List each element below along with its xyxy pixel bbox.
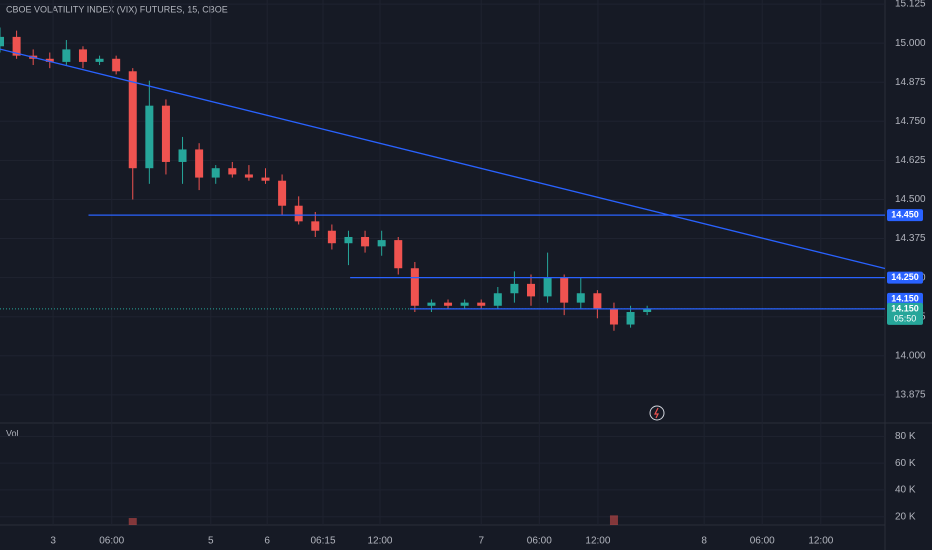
alert-icon[interactable]: [649, 405, 665, 421]
candle-body: [444, 302, 453, 306]
x-tick-label: 12:00: [808, 536, 833, 547]
volume-bar: [609, 515, 618, 525]
y-tick-label: 14.375: [895, 233, 926, 244]
candle-body: [211, 168, 220, 178]
candle-body: [477, 302, 486, 306]
candle-body: [361, 236, 370, 247]
candle-body: [327, 230, 336, 244]
last-price-label: 14.150: [891, 303, 919, 313]
x-tick-label: 5: [208, 536, 214, 547]
level-price-label: 14.450: [891, 209, 919, 219]
y-tick-label: 14.500: [895, 194, 926, 205]
y-tick-label: 13.875: [895, 390, 926, 401]
candle-body: [178, 149, 187, 162]
x-tick-label: 06:15: [311, 536, 336, 547]
y2-tick-label: 40 K: [895, 485, 916, 496]
x-tick-label: 7: [478, 536, 484, 547]
candle-body: [626, 312, 635, 325]
candle-body: [62, 49, 71, 62]
level-price-tag: [887, 292, 923, 305]
candle-body: [195, 149, 204, 178]
x-tick-label: 06:00: [527, 536, 552, 547]
chart-title: CBOE VOLATILITY INDEX (VIX) FUTURES, 15,…: [6, 4, 228, 14]
candle-body: [45, 58, 54, 62]
candle-body: [244, 174, 253, 178]
y-tick-label: 14.875: [895, 77, 926, 88]
candle-body: [228, 168, 237, 175]
volume-bar: [128, 518, 137, 525]
candle-body: [527, 283, 535, 297]
candle-body: [377, 240, 386, 247]
y-tick-label: 14.625: [895, 155, 926, 166]
candle-body: [427, 302, 436, 306]
candle-body: [576, 293, 585, 303]
y2-tick-label: 80 K: [895, 431, 916, 442]
x-tick-label: 12:00: [367, 536, 392, 547]
candle-body: [12, 36, 21, 56]
trend-line: [0, 48, 886, 270]
candle-body: [95, 58, 104, 62]
x-tick-label: 06:00: [750, 536, 775, 547]
candle-body: [278, 180, 287, 206]
y2-tick-label: 20 K: [895, 511, 916, 522]
x-tick-label: 8: [701, 536, 707, 547]
candle-body: [643, 308, 652, 313]
candle-body: [344, 236, 353, 244]
x-tick-label: 06:00: [99, 536, 124, 547]
y-tick-label: 14.750: [895, 116, 926, 127]
candle-body: [560, 277, 569, 303]
y2-tick-label: 60 K: [895, 458, 916, 469]
candle-body: [112, 58, 121, 72]
level-price-label: 14.150: [891, 293, 919, 303]
y-tick-label: 14.000: [895, 350, 926, 361]
y-tick-label: 15.125: [895, 0, 926, 10]
x-tick-label: 12:00: [585, 536, 610, 547]
candle-body: [145, 105, 154, 169]
level-price-tag: [887, 271, 923, 284]
candle-body: [0, 36, 4, 47]
last-price-tag: [887, 302, 923, 325]
x-tick-label: 6: [264, 536, 270, 547]
volume-label: Vol: [6, 428, 19, 438]
candle-body: [261, 177, 270, 181]
candle-body: [543, 277, 552, 297]
candle-body: [78, 49, 87, 62]
candle-body: [161, 105, 170, 162]
candle-body: [493, 293, 502, 306]
candle-body: [510, 283, 519, 294]
candle-body: [460, 302, 469, 306]
level-price-label: 14.250: [891, 272, 919, 282]
y-tick-label: 15.000: [895, 38, 926, 49]
candle-body: [609, 308, 618, 325]
candle-body: [394, 240, 403, 269]
level-price-tag: [887, 209, 923, 222]
candle-body: [128, 71, 137, 169]
candle-body: [593, 293, 602, 309]
candle-body: [410, 268, 419, 306]
countdown-label: 05:50: [894, 313, 917, 323]
candle-body: [311, 221, 320, 231]
candle-body: [294, 205, 303, 222]
x-tick-label: 3: [50, 536, 56, 547]
